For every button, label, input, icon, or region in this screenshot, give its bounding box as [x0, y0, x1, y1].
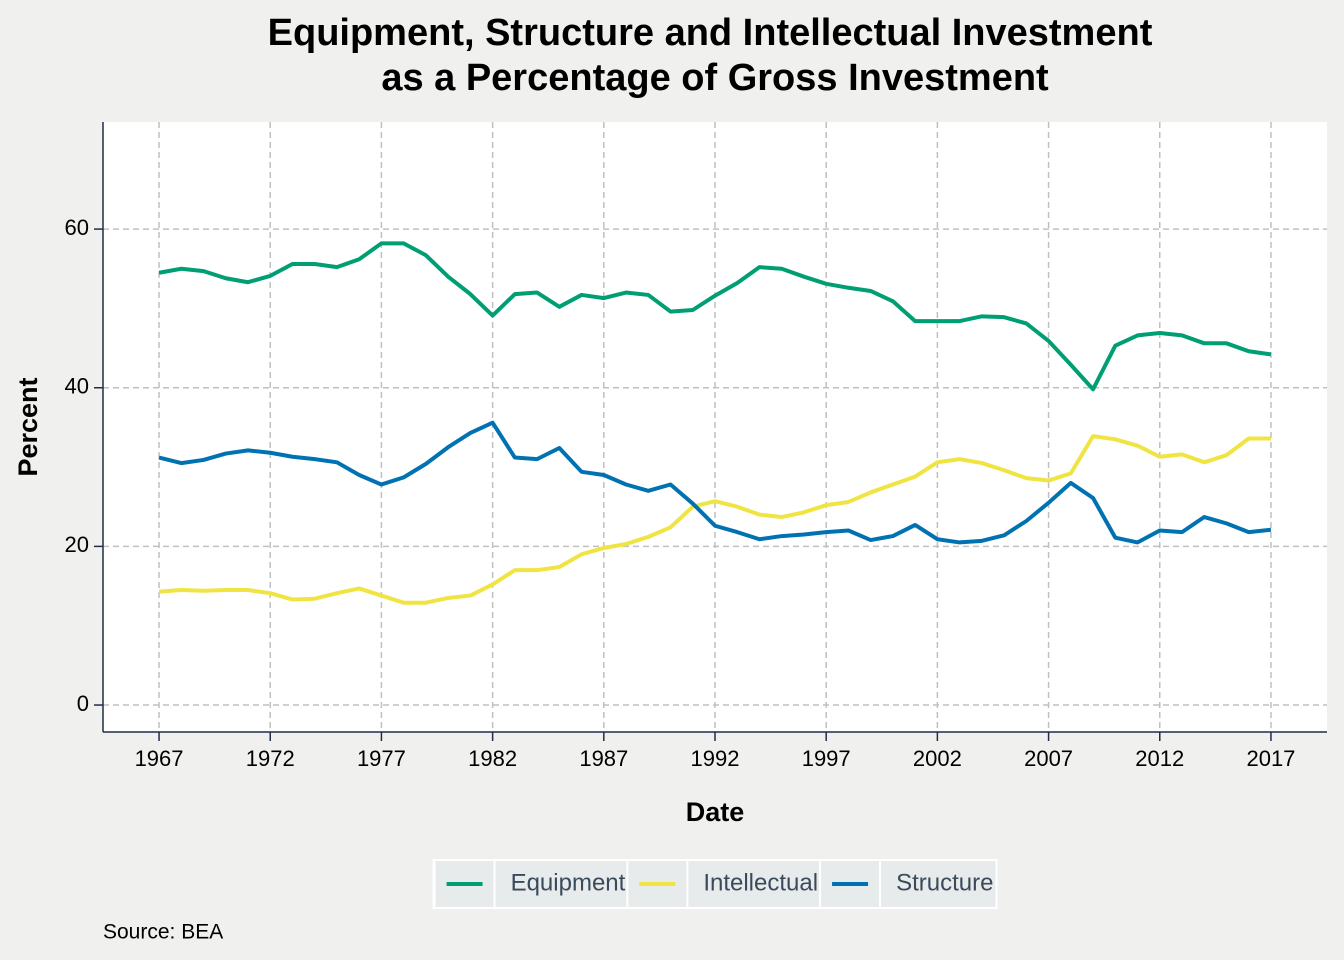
- line-series: [158, 434, 1271, 605]
- x-tick-label: 1992: [691, 746, 740, 771]
- legend: Equipment Intellectual Structure: [432, 859, 998, 909]
- line-series: [158, 241, 1272, 392]
- y-tick-label: 20: [65, 532, 89, 557]
- x-tick-label: 2007: [1024, 746, 1073, 771]
- y-tick-label: 0: [77, 691, 89, 716]
- x-tick-label: 2012: [1135, 746, 1184, 771]
- x-tick-label: 2002: [913, 746, 962, 771]
- legend-label: Structure: [896, 869, 993, 896]
- x-tick-label: 1972: [246, 746, 295, 771]
- line-series: [158, 420, 1272, 545]
- x-tick-label: 1997: [802, 746, 851, 771]
- chart-title: Equipment, Structure and Intellectual In…: [268, 12, 1153, 54]
- x-tick-label: 1967: [135, 746, 184, 771]
- legend-label: Equipment: [511, 869, 626, 896]
- x-tick-label: 1987: [579, 746, 628, 771]
- legend-label: Intellectual: [703, 869, 818, 896]
- y-tick-label: 60: [65, 215, 89, 240]
- x-tick-label: 2017: [1246, 746, 1295, 771]
- legend-box: [432, 859, 998, 909]
- x-tick-label: 1982: [468, 746, 517, 771]
- caption: Source: BEA: [103, 921, 223, 944]
- chart-title: as a Percentage of Gross Investment: [381, 57, 1049, 99]
- x-axis-label: Date: [686, 797, 745, 827]
- x-tick-label: 1977: [357, 746, 406, 771]
- y-axis-label: Percent: [13, 377, 43, 476]
- y-tick-label: 40: [65, 374, 89, 399]
